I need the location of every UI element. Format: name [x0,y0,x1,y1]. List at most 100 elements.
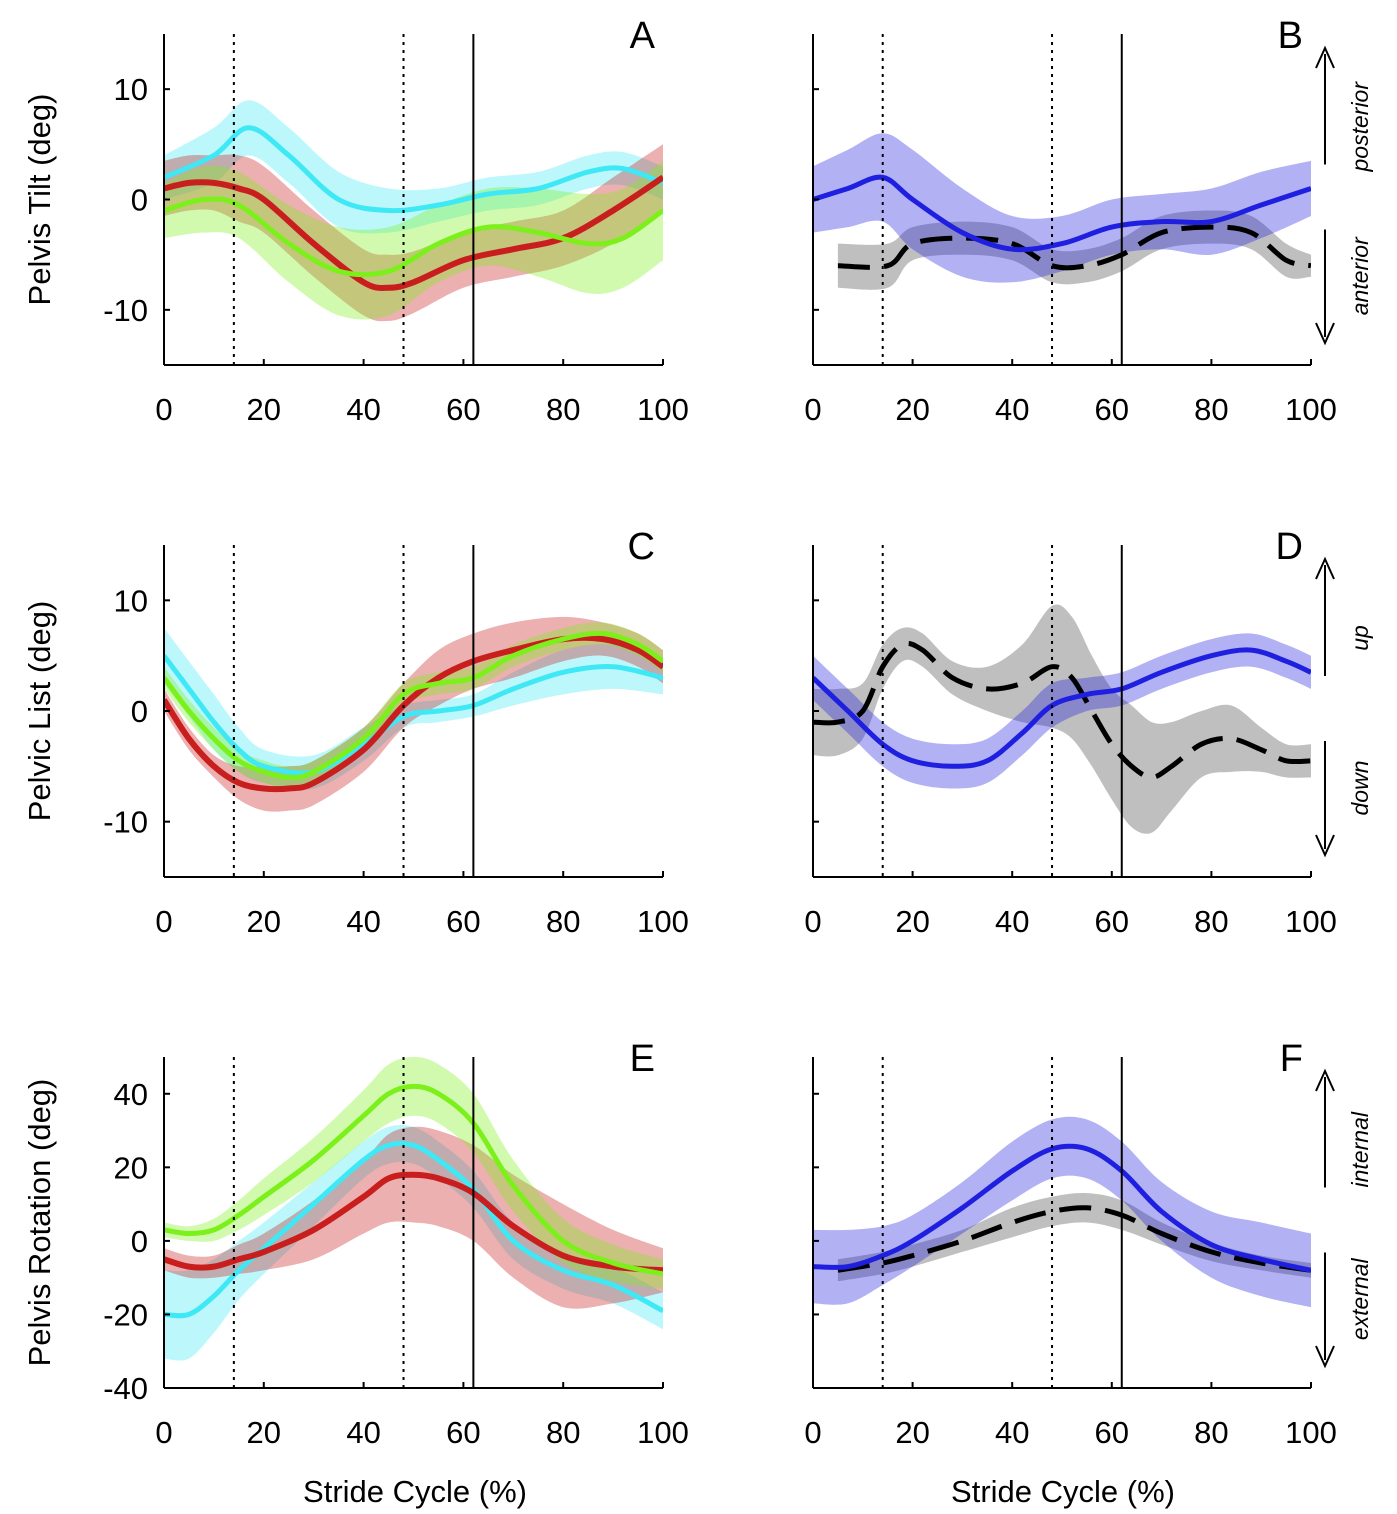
direction-label-up: up [1347,625,1373,651]
series-line-red [164,634,663,793]
sd-band-gray [813,604,1311,834]
arrow-up-head [1315,556,1335,580]
sd-band-cyan [164,1125,663,1361]
plot-area-C [164,616,663,812]
x-tick-label: 100 [637,1415,689,1450]
y-tick-label: 40 [114,1077,148,1112]
panel-A: 0 20 40 60 80 100 -10 0 10 A Pelvis Tilt (deg) [22,15,689,427]
series-line-red [164,1171,663,1274]
sd-band-red [164,144,663,322]
arrow-down-head [1315,1345,1335,1369]
x-tick-label: 80 [1194,1415,1228,1450]
x-tick-label: 40 [995,392,1029,427]
x-tick-label: 40 [995,904,1029,939]
y-tick-label: 0 [131,694,148,729]
series-line-green [164,630,663,780]
x-tick-label: 20 [247,392,281,427]
plot-area-D [813,604,1311,834]
x-tick-label: 0 [155,392,172,427]
y-tick-label: -40 [103,1371,148,1406]
x-tick-label: 0 [804,1415,821,1450]
sd-band-cyan [164,100,663,234]
x-tick-label: 0 [804,392,821,427]
x-tick-label: 0 [804,904,821,939]
direction-label-up: internal [1347,1111,1373,1187]
series-line-red [164,174,663,291]
y-tick-label: 20 [114,1150,148,1185]
y-tick-label: 0 [131,1224,148,1259]
sd-band-green [164,160,663,320]
sd-band-gray [837,1192,1311,1282]
panel-letter: F [1280,1038,1303,1080]
direction-label-down: down [1347,761,1373,816]
panel-E: 0 20 40 60 80 100 -40 -20 0 20 40 E Pelvis Rotation … [22,1038,689,1450]
x-tick-label: 40 [346,1415,380,1450]
x-tick-label: 100 [637,904,689,939]
x-tick-label: 60 [446,904,480,939]
series-line-green [164,1083,663,1277]
x-tick-label: 20 [895,392,929,427]
x-tick-label: 20 [895,1415,929,1450]
x-tick-label: 80 [1194,904,1228,939]
x-tick-label: 20 [895,904,929,939]
panel-letter: A [630,15,656,57]
sd-band-blue [813,133,1311,283]
plot-area-E [164,1057,663,1361]
x-tick-label: 100 [1285,392,1337,427]
x-tick-label: 100 [1285,1415,1337,1450]
x-tick-label: 60 [1095,1415,1129,1450]
x-tick-label: 20 [247,1415,281,1450]
y-tick-label: -10 [103,293,148,328]
series-line-blue [813,174,1311,253]
panel-letter: B [1278,15,1303,57]
x-tick-label: 60 [446,392,480,427]
x-tick-label: 40 [995,1415,1029,1450]
direction-label-down: external [1347,1257,1373,1340]
series-line-blue [813,1143,1311,1273]
arrow-up-head [1315,45,1335,69]
x-tick-label: 60 [446,1415,480,1450]
y-axis-title: Pelvic List (deg) [22,601,57,822]
x-tick-label: 0 [155,1415,172,1450]
x-tick-label: 60 [1095,392,1129,427]
panel-D: 0 20 40 60 80 100 Dup down [804,526,1373,939]
sd-band-red [164,1126,663,1309]
y-tick-label: 0 [131,183,148,218]
y-tick-label: -10 [103,805,148,840]
plot-area-A [164,100,663,322]
series-line-gray [813,641,1311,780]
series-line-cyan [164,1140,663,1319]
panel-letter: C [628,526,655,568]
sd-band-green [164,1057,663,1289]
x-tick-label: 100 [1285,904,1337,939]
series-line-green [164,196,663,278]
arrow-up-head [1315,1068,1335,1092]
x-tick-label: 100 [637,392,689,427]
x-tick-label: 80 [546,1415,580,1450]
x-tick-label: 80 [546,392,580,427]
direction-label-down: anterior [1347,236,1373,315]
sd-band-blue [813,633,1311,789]
direction-label-up: posterior [1347,81,1373,173]
panel-C: 0 20 40 60 80 100 -10 0 10 C Pelvic List (deg) [22,526,689,939]
y-axis-title: Pelvis Rotation (deg) [22,1079,57,1367]
x-tick-label: 0 [155,904,172,939]
x-tick-label: 80 [1194,392,1228,427]
x-tick-label: 40 [346,904,380,939]
plot-area-F [813,1116,1311,1308]
series-line-cyan [164,125,663,214]
arrow-down-head [1315,322,1335,346]
y-tick-label: 10 [114,583,148,618]
y-axis-title: Pelvis Tilt (deg) [22,94,57,306]
arrow-down-head [1315,834,1335,858]
panel-letter: E [630,1038,655,1080]
sd-band-blue [813,1116,1311,1308]
x-axis-title-left: Stride Cycle (%) [303,1474,527,1509]
panel-letter: D [1276,526,1303,568]
series-line-gray [837,224,1311,271]
x-tick-label: 60 [1095,904,1129,939]
plot-area-B [813,133,1311,290]
